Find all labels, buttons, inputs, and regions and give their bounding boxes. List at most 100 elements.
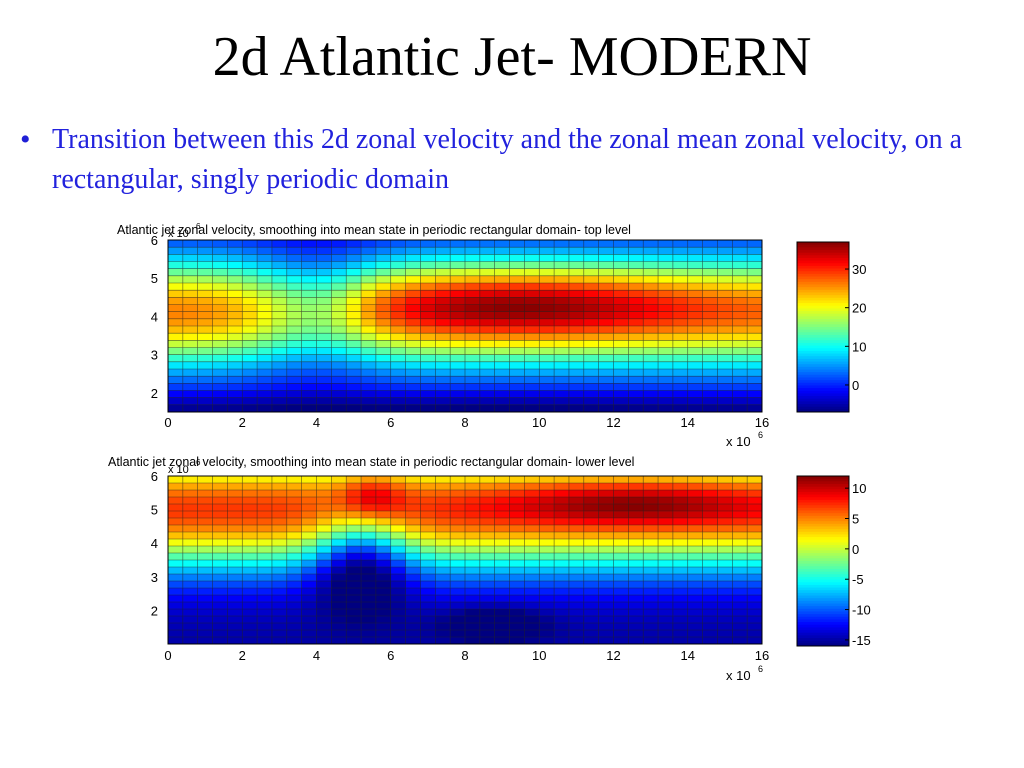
heatmap-cell — [212, 369, 228, 377]
heatmap-cell — [613, 511, 629, 519]
heatmap-lower-level: Atlantic jet zonal velocity, smoothing i… — [108, 455, 871, 683]
heatmap-cell — [509, 275, 525, 284]
heatmap-cell — [435, 623, 451, 631]
heatmap-cell — [242, 247, 258, 255]
heatmap-cell — [628, 347, 644, 355]
heatmap-cell — [613, 476, 629, 484]
heatmap-cell — [450, 254, 466, 262]
heatmap-cell — [658, 240, 674, 248]
heatmap-cell — [435, 404, 451, 413]
heatmap-cell — [331, 354, 347, 363]
heatmap-cell — [242, 630, 258, 638]
heatmap-cell — [479, 588, 495, 596]
heatmap-cell — [405, 525, 421, 533]
heatmap-cell — [375, 609, 392, 617]
heatmap-cell — [212, 326, 228, 334]
heatmap-cell — [405, 333, 421, 341]
heatmap-cell — [554, 254, 570, 262]
heatmap-cell — [613, 247, 629, 255]
heatmap-cell — [702, 560, 718, 568]
heatmap-cell — [361, 525, 377, 533]
heatmap-cell — [435, 304, 451, 312]
heatmap-cell — [524, 476, 540, 484]
heatmap-cell — [687, 304, 703, 312]
heatmap-cell — [702, 483, 718, 491]
heatmap-cell — [509, 354, 525, 363]
heatmap-cell — [361, 567, 377, 575]
heatmap-cell — [450, 275, 466, 284]
heatmap-cell — [316, 404, 332, 413]
colorbar-step — [797, 284, 849, 288]
heatmap-cell — [420, 404, 436, 413]
colorbar-step — [797, 311, 849, 315]
heatmap-cell — [227, 247, 243, 255]
heatmap-cell — [717, 369, 733, 377]
heatmap-cell — [583, 354, 599, 363]
heatmap-cell — [301, 361, 317, 370]
heatmap-cell — [465, 588, 481, 596]
heatmap-cell — [331, 369, 347, 377]
heatmap-cell — [420, 383, 436, 391]
heatmap-cell — [494, 518, 510, 526]
heatmap-cell — [331, 347, 347, 355]
heatmap-cell — [717, 290, 733, 298]
heatmap-cell — [435, 254, 451, 262]
colorbar-step — [797, 319, 849, 323]
y-axis-multiplier: x 10 — [168, 228, 189, 240]
heatmap-cell — [672, 483, 689, 491]
heatmap-cell — [301, 539, 317, 547]
heatmap-cell — [331, 560, 347, 568]
heatmap-cell — [524, 504, 540, 512]
colorbar-step — [797, 526, 849, 530]
heatmap-cell — [420, 504, 436, 512]
heatmap-cell — [316, 630, 332, 638]
heatmap-cell — [405, 497, 421, 505]
heatmap-cell — [361, 240, 377, 248]
heatmap-cell — [509, 318, 525, 327]
heatmap-cell — [316, 560, 332, 568]
heatmap-cell — [257, 354, 273, 363]
heatmap-cell — [539, 588, 555, 596]
heatmap-cell — [212, 354, 228, 363]
heatmap-cell — [182, 376, 198, 384]
heatmap-cell — [301, 476, 317, 484]
heatmap-cell — [554, 609, 570, 617]
heatmap-cell — [658, 525, 674, 533]
heatmap-cell — [301, 630, 317, 638]
heatmap-cell — [628, 588, 644, 596]
heatmap-cell — [524, 361, 540, 370]
heatmap-cell — [316, 483, 332, 491]
heatmap-cell — [346, 240, 362, 248]
heatmap-cell — [687, 588, 703, 596]
heatmap-cell — [568, 518, 585, 526]
heatmap-cell — [687, 518, 703, 526]
heatmap-cell — [227, 383, 243, 391]
x-tick-label: 14 — [681, 415, 695, 430]
heatmap-cell — [301, 240, 317, 248]
heatmap-cell — [509, 490, 525, 498]
heatmap-cell — [450, 383, 466, 391]
heatmap-cell — [346, 354, 362, 363]
heatmap-cell — [450, 497, 466, 505]
heatmap-cell — [286, 326, 302, 334]
heatmap-cell — [182, 497, 198, 505]
heatmap-cell — [420, 304, 436, 312]
heatmap-cell — [390, 476, 406, 484]
heatmap-cell — [375, 254, 392, 262]
colorbar-step — [797, 393, 849, 397]
heatmap-cell — [494, 290, 510, 298]
colorbar-step — [797, 616, 849, 620]
heatmap-cell — [271, 539, 288, 547]
heatmap-cell — [687, 326, 703, 334]
heatmap-cell — [717, 504, 733, 512]
colorbar-step — [797, 398, 849, 402]
heatmap-cell — [583, 333, 599, 341]
heatmap-cell — [598, 504, 614, 512]
heatmap-cell — [672, 511, 689, 519]
heatmap-cell — [331, 240, 347, 248]
heatmap-cell — [316, 609, 332, 617]
heatmap-cell — [361, 546, 377, 554]
heatmap-cell — [702, 254, 718, 262]
colorbar-step — [797, 566, 849, 570]
heatmap-cell — [450, 290, 466, 298]
